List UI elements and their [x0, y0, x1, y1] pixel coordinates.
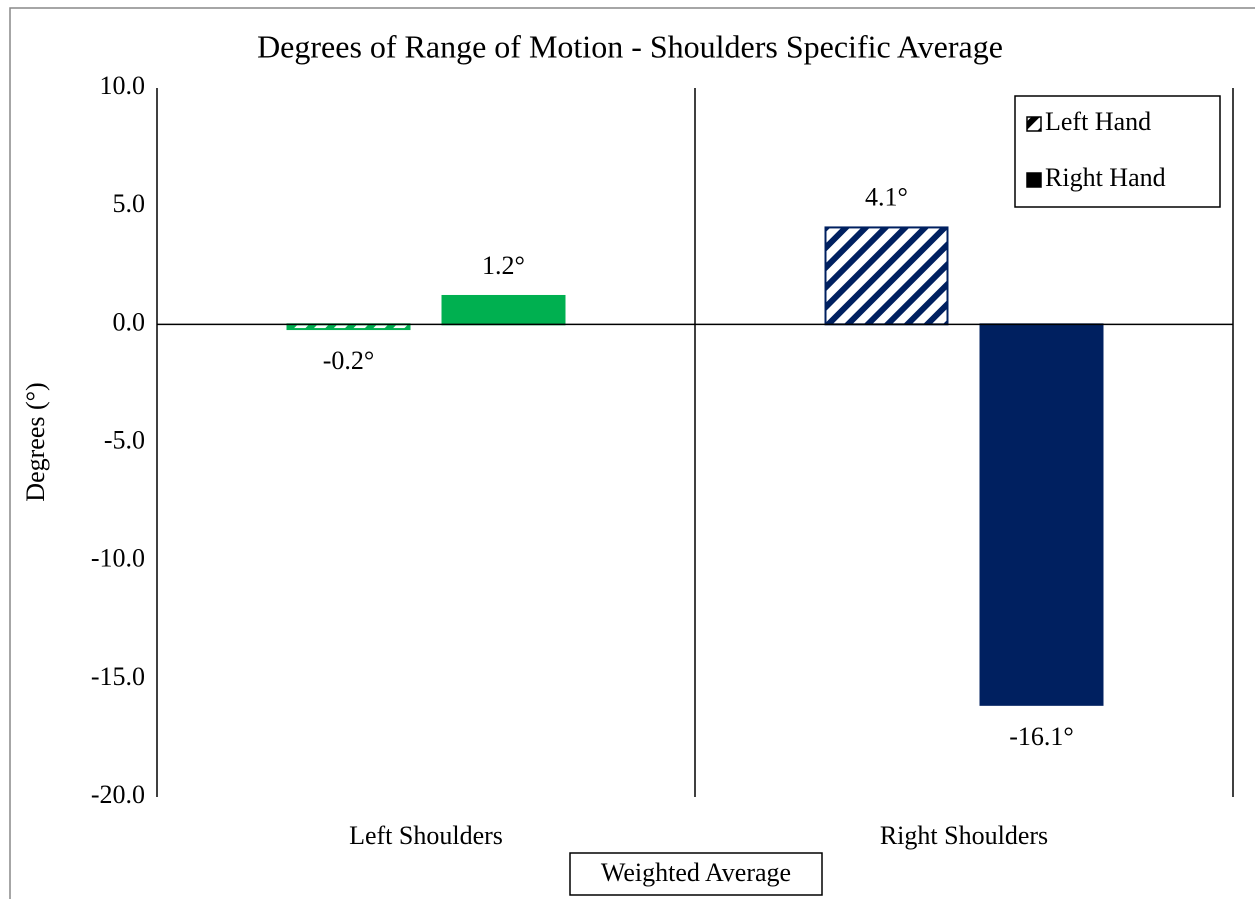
y-axis-label: Degrees (°)	[21, 382, 50, 501]
x-axis-label-box	[569, 852, 823, 896]
y-tick-label: 5.0	[113, 189, 146, 218]
x-tick-label: Right Shoulders	[880, 821, 1048, 850]
y-tick-label: -20.0	[91, 780, 145, 809]
y-tick-label: -5.0	[104, 425, 145, 454]
y-tick-label: -10.0	[91, 544, 145, 573]
legend-label: Right Hand	[1045, 163, 1166, 192]
x-tick-label: Left Shoulders	[349, 821, 503, 850]
y-tick-label: -15.0	[91, 662, 145, 691]
legend-label: Left Hand	[1045, 107, 1151, 136]
bar	[979, 323, 1104, 706]
data-label: -0.2°	[323, 346, 375, 375]
data-label: -16.1°	[1009, 722, 1074, 751]
data-label: 4.1°	[865, 182, 908, 211]
chart-title: Degrees of Range of Motion - Shoulders S…	[257, 28, 1003, 64]
bar	[824, 226, 949, 326]
x-axis-label: Weighted Average	[601, 858, 791, 887]
legend-swatch	[1026, 116, 1042, 132]
legend-swatch	[1026, 172, 1042, 188]
chart-frame	[9, 7, 1255, 899]
legend-box	[1014, 95, 1221, 208]
bar	[441, 294, 566, 326]
y-tick-label: 0.0	[113, 307, 146, 336]
y-tick-label: 10.0	[100, 71, 146, 100]
data-label: 1.2°	[482, 251, 525, 280]
